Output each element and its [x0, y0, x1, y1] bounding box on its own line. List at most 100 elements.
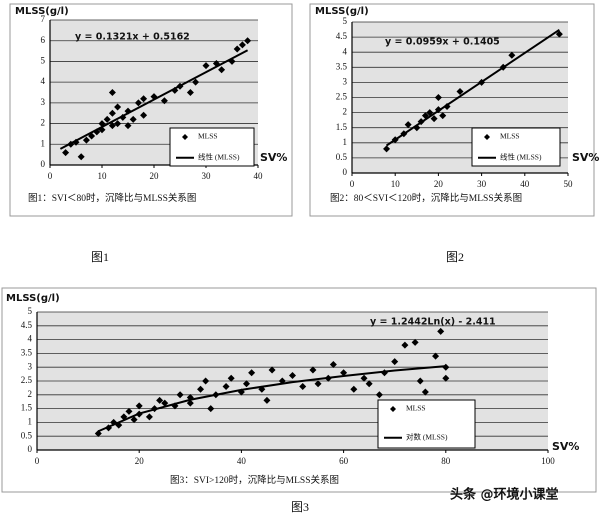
point: [430, 115, 438, 123]
point: [94, 429, 102, 437]
y-tick-label: 3.5: [336, 61, 348, 71]
y-axis-title: MLSS(g/l): [315, 6, 369, 17]
point: [202, 377, 210, 385]
y-tick-label: 4: [343, 46, 348, 56]
point: [186, 89, 194, 96]
point: [124, 122, 132, 130]
point: [244, 37, 252, 45]
equation: y = 0.0959x + 0.1405: [385, 37, 500, 48]
point: [161, 399, 169, 407]
y-tick-label: 0.5: [21, 430, 33, 440]
point: [263, 396, 271, 404]
point: [207, 405, 215, 413]
point: [108, 122, 116, 130]
point: [145, 413, 153, 421]
x-tick-label: 10: [98, 171, 108, 181]
point: [289, 371, 296, 379]
legend-marker: [484, 134, 490, 140]
y-tick-label: 3.5: [21, 347, 33, 357]
y-tick-label: 1.5: [21, 403, 33, 413]
y-tick-label: 6: [41, 35, 46, 45]
y-tick-label: 1: [41, 138, 46, 148]
x-tick-label: 100: [541, 456, 555, 466]
figure-label: 图1: [91, 250, 109, 264]
legend-label: MLSS: [500, 132, 520, 141]
point: [130, 416, 138, 424]
x-tick-label: 40: [237, 456, 247, 466]
x-tick-label: 20: [150, 171, 160, 181]
point: [401, 341, 409, 349]
x-tick-label: 0: [350, 179, 355, 189]
legend-box: [471, 127, 561, 167]
y-tick-label: 5: [28, 306, 33, 316]
y-tick-label: 3: [28, 361, 33, 371]
point: [114, 120, 122, 128]
x-tick-label: 20: [434, 179, 444, 189]
equation: y = 0.1321x + 0.5162: [75, 32, 190, 43]
point: [176, 391, 184, 399]
watermark: 头条 @环境小课堂: [450, 487, 559, 503]
x-axis-title: SV%: [572, 151, 599, 164]
point: [437, 327, 445, 335]
point: [134, 99, 142, 107]
point: [268, 366, 276, 374]
point: [108, 109, 116, 117]
point: [555, 30, 563, 38]
legend-label: 对数 (MLSS): [406, 432, 448, 442]
point: [238, 41, 246, 49]
trend-line: [386, 29, 560, 147]
point: [434, 94, 442, 101]
point: [421, 388, 429, 396]
point: [62, 149, 70, 157]
x-tick-label: 30: [477, 179, 487, 189]
legend-label: 线性 (MLSS): [500, 152, 542, 162]
y-tick-label: 1: [343, 137, 348, 147]
point: [77, 153, 85, 161]
equation: y = 1.2442Ln(x) - 2.411: [370, 317, 496, 328]
point: [222, 383, 230, 391]
point: [404, 121, 412, 129]
x-tick-label: 0: [48, 171, 53, 181]
point: [432, 352, 440, 360]
point: [416, 377, 424, 385]
point: [391, 358, 399, 366]
x-tick-label: 0: [35, 456, 40, 466]
point: [197, 385, 205, 393]
point: [140, 111, 148, 119]
caption: 图3：SVI>120时，沉降比与MLSS关系图: [170, 474, 339, 486]
point: [140, 95, 148, 103]
x-tick-label: 60: [339, 456, 349, 466]
point: [202, 62, 210, 70]
y-tick-label: 1: [28, 416, 33, 426]
point: [411, 338, 419, 346]
y-tick-label: 5: [343, 16, 348, 26]
y-tick-label: 0.5: [336, 152, 348, 162]
y-tick-label: 7: [41, 14, 46, 24]
point: [383, 145, 391, 153]
y-tick-label: 1.5: [336, 122, 348, 132]
trend-line: [97, 365, 446, 433]
x-tick-label: 80: [441, 456, 451, 466]
y-tick-label: 0: [343, 167, 348, 177]
y-tick-label: 2.5: [21, 375, 33, 385]
y-tick-label: 0: [41, 159, 46, 169]
point: [186, 399, 194, 407]
x-tick-label: 40: [520, 179, 530, 189]
point: [360, 374, 368, 382]
point: [192, 78, 200, 86]
y-axis-title: MLSS(g/l): [6, 293, 60, 304]
y-tick-label: 5: [41, 55, 46, 65]
x-tick-label: 40: [254, 171, 264, 181]
caption: 图2：80＜SVI＜120时，沉降比与MLSS关系图: [330, 192, 522, 204]
y-tick-label: 3: [41, 97, 46, 107]
point: [125, 407, 133, 415]
point: [156, 396, 164, 404]
point: [442, 374, 450, 382]
y-tick-label: 2: [41, 118, 46, 128]
x-axis-title: SV%: [260, 151, 287, 164]
point: [233, 45, 241, 53]
point: [456, 87, 464, 95]
y-axis-title: MLSS(g/l): [15, 6, 69, 17]
trend-line: [59, 49, 249, 150]
